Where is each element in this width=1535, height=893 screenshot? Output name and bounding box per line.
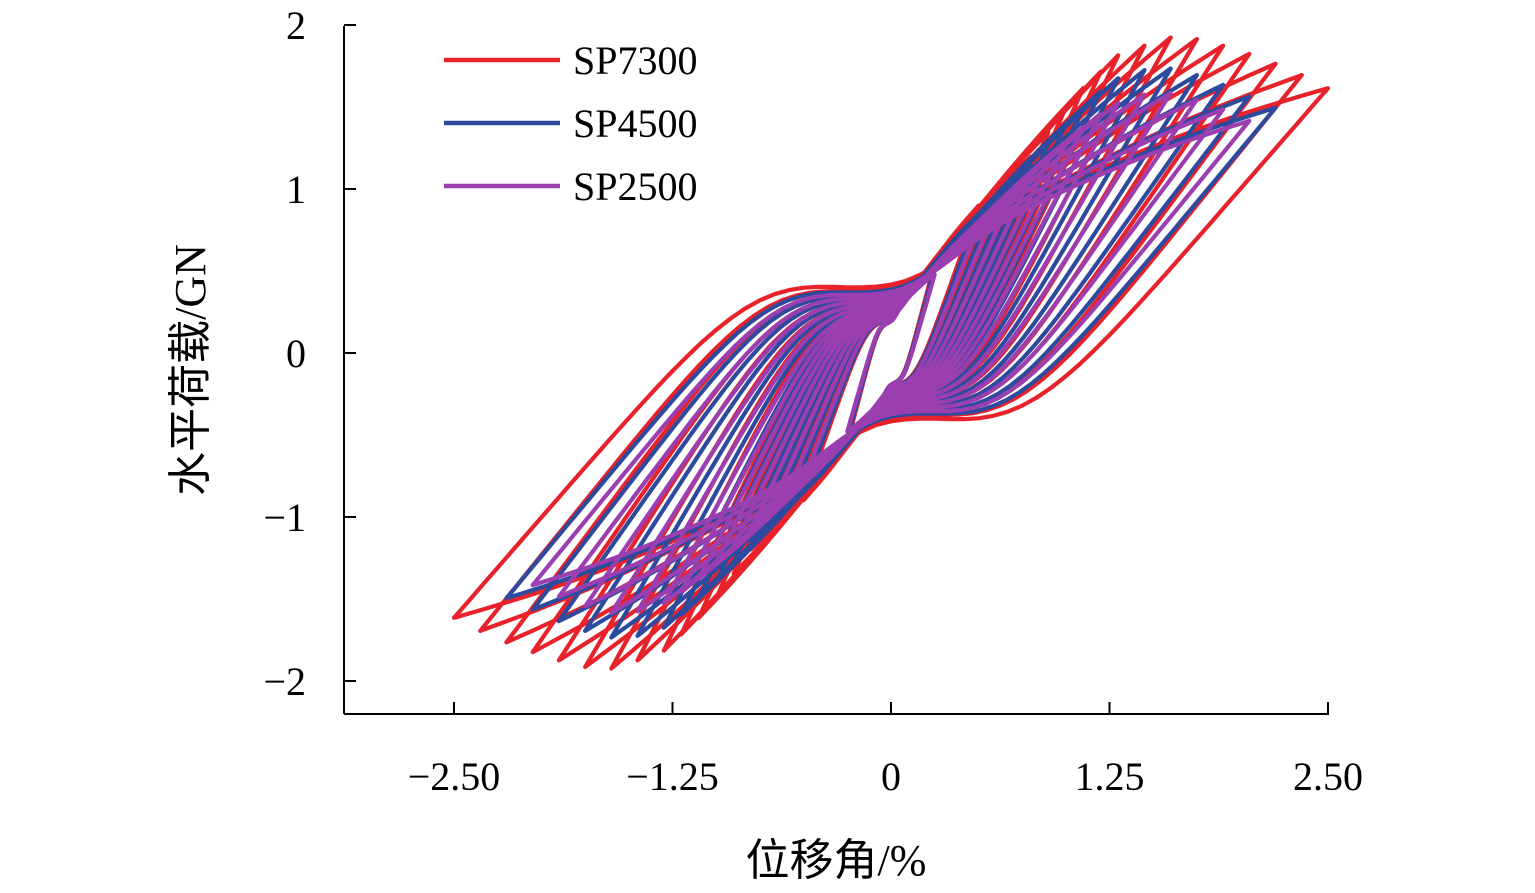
legend-label: SP2500 xyxy=(573,164,698,209)
y-tick-label: −1 xyxy=(263,495,306,540)
legend-label: SP7300 xyxy=(573,38,698,83)
x-tick-label: −1.25 xyxy=(626,754,719,799)
x-tick-label: 0 xyxy=(881,754,901,799)
x-ticks: −2.50 −1.25 0 1.25 2.50 xyxy=(408,702,1363,799)
y-tick-label: −2 xyxy=(263,659,306,704)
hysteresis-loop xyxy=(635,92,1147,614)
hysteresis-loop xyxy=(609,90,1173,616)
plot-area xyxy=(451,35,1331,671)
y-ticks: −2 −1 0 1 2 xyxy=(263,3,356,704)
hysteresis-loop xyxy=(556,107,1226,599)
x-tick-label: 1.25 xyxy=(1075,754,1145,799)
y-axis-title: 水平荷载/GN xyxy=(166,244,215,496)
legend-label: SP4500 xyxy=(573,101,698,146)
x-axis-title: 位移角/% xyxy=(746,836,927,885)
x-tick-label: 2.50 xyxy=(1293,754,1363,799)
y-tick-label: 2 xyxy=(286,3,306,48)
hysteresis-loop xyxy=(530,118,1252,588)
series-SP2500 xyxy=(530,90,1252,616)
y-tick-label: 0 xyxy=(286,331,306,376)
y-tick-label: 1 xyxy=(286,167,306,212)
hysteresis-loop xyxy=(583,97,1199,609)
x-tick-label: −2.50 xyxy=(408,754,501,799)
legend: SP7300 SP4500 SP2500 xyxy=(444,38,698,209)
